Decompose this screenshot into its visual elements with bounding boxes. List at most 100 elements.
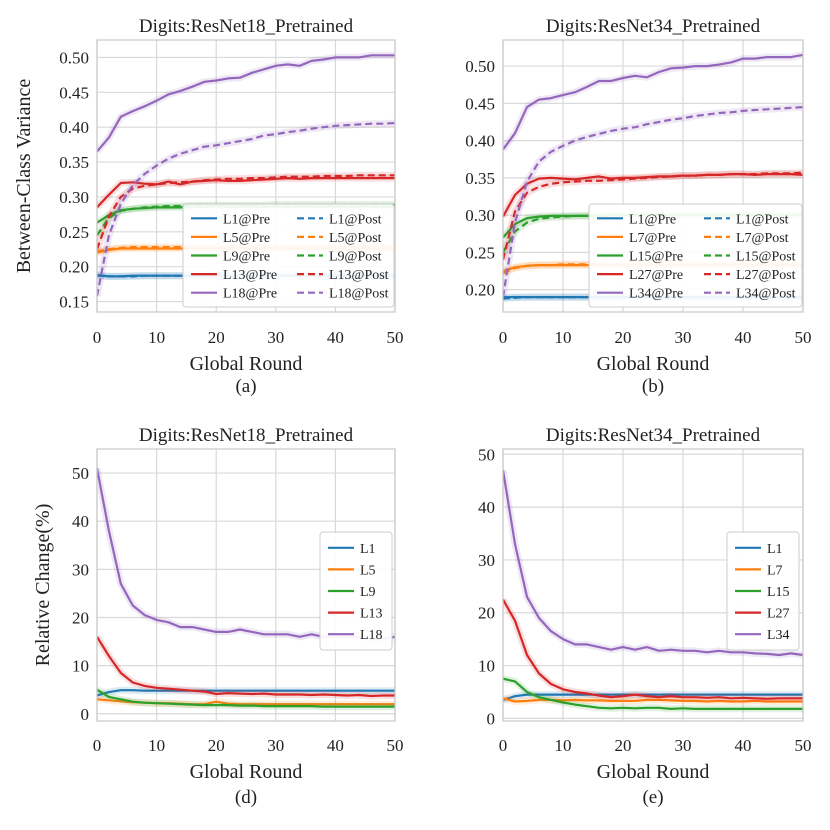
x-tick-label: 0 bbox=[93, 736, 102, 755]
x-tick-label: 50 bbox=[795, 328, 812, 347]
legend-label: L18@Post bbox=[329, 287, 389, 302]
legend: L1 L7 L15 L27 L34 bbox=[726, 531, 800, 651]
series-line-l1 bbox=[503, 693, 803, 701]
series-line-l34-pre bbox=[503, 53, 803, 151]
series-line-l9 bbox=[97, 688, 395, 708]
legend-label: L1@Post bbox=[329, 212, 382, 227]
y-tick-label: 0.45 bbox=[465, 94, 495, 113]
y-tick-label: 0.15 bbox=[59, 293, 89, 312]
x-tick-label: 40 bbox=[735, 328, 752, 347]
series-line-l27-post bbox=[503, 171, 803, 261]
legend-box bbox=[588, 203, 803, 308]
legend-label: L1 bbox=[767, 542, 783, 557]
legend-label: L27@Post bbox=[736, 268, 796, 283]
y-tick-label: 0.35 bbox=[59, 153, 89, 172]
x-tick-label: 0 bbox=[93, 328, 102, 347]
y-tick-label: 0.40 bbox=[465, 132, 495, 151]
legend-label: L1@Pre bbox=[629, 212, 676, 227]
legend-label: L34@Post bbox=[736, 287, 796, 302]
x-tick-label: 40 bbox=[327, 736, 344, 755]
chart-panel-b: 0 10 20 30 40 50 0.20 0.25 0.30 0.35 0.40 0.45 0.50 D… bbox=[465, 16, 811, 397]
plot-frame bbox=[96, 448, 396, 722]
x-axis-label: Global Round bbox=[597, 353, 710, 375]
y-tick-label: 0.35 bbox=[465, 169, 495, 188]
plot-frame bbox=[502, 39, 804, 313]
legend-label: L34 bbox=[767, 628, 790, 643]
y-tick-label: 40 bbox=[72, 512, 89, 531]
x-tick-label: 40 bbox=[327, 328, 344, 347]
legend-label: L27 bbox=[767, 607, 790, 622]
x-tick-label: 30 bbox=[675, 736, 692, 755]
legend-label: L7@Pre bbox=[629, 231, 676, 246]
x-tick-label: 50 bbox=[387, 736, 404, 755]
x-tick-label: 0 bbox=[499, 736, 508, 755]
legend-label: L15@Pre bbox=[629, 250, 683, 265]
y-tick-label: 10 bbox=[478, 657, 495, 676]
x-tick-label: 20 bbox=[615, 328, 632, 347]
series-line-l18-pre bbox=[97, 54, 395, 153]
x-tick-label: 30 bbox=[267, 328, 284, 347]
series-line-l15 bbox=[503, 677, 803, 711]
y-tick-label: 0 bbox=[81, 705, 90, 724]
y-tick-label: 20 bbox=[72, 608, 89, 627]
chart-title: Digits:ResNet18_Pretrained bbox=[139, 425, 354, 446]
y-tick-label: 0 bbox=[487, 709, 496, 728]
legend-label: L1@Pre bbox=[223, 212, 270, 227]
x-axis-label: Global Round bbox=[190, 353, 303, 375]
x-tick-label: 50 bbox=[795, 736, 812, 755]
plot-frame bbox=[502, 448, 804, 722]
series-line-l34 bbox=[503, 469, 803, 657]
panel-caption: (b) bbox=[642, 376, 664, 397]
x-tick-label: 10 bbox=[555, 328, 572, 347]
y-tick-label: 0.25 bbox=[59, 223, 89, 242]
series-line-l27 bbox=[503, 598, 803, 700]
x-tick-label: 10 bbox=[555, 736, 572, 755]
y-tick-label: 0.50 bbox=[465, 57, 495, 76]
series-line-l13-pre bbox=[97, 177, 395, 209]
y-tick-label: 0.30 bbox=[465, 206, 495, 225]
chart-title: Digits:ResNet34_Pretrained bbox=[546, 16, 761, 37]
plot-frame bbox=[96, 39, 396, 313]
panel-caption: (d) bbox=[235, 787, 257, 808]
x-tick-label: 20 bbox=[208, 328, 225, 347]
chart-panel-e: 0 10 20 30 40 50 0 10 20 30 40 50 Digits:ResNet34_Pr… bbox=[478, 425, 812, 808]
y-tick-label: 20 bbox=[478, 604, 495, 623]
legend-label: L7@Post bbox=[736, 231, 789, 246]
x-axis-label: Global Round bbox=[190, 761, 303, 783]
legend-label: L9 bbox=[360, 585, 376, 600]
legend-label: L1@Post bbox=[736, 212, 789, 227]
x-tick-label: 20 bbox=[615, 736, 632, 755]
series-line-l18-post bbox=[97, 121, 395, 297]
series-line-l34-post bbox=[503, 106, 803, 298]
y-tick-label: 0.25 bbox=[465, 243, 495, 262]
series-line-l13 bbox=[97, 636, 395, 698]
x-tick-label: 0 bbox=[499, 328, 508, 347]
y-tick-label: 0.20 bbox=[59, 258, 89, 277]
x-tick-label: 30 bbox=[267, 736, 284, 755]
y-tick-label: 50 bbox=[478, 445, 495, 464]
series-line-l1-post bbox=[503, 296, 803, 300]
legend-label: L5 bbox=[360, 563, 376, 578]
y-axis-label: Relative Change(%) bbox=[32, 504, 54, 667]
y-tick-label: 0.30 bbox=[59, 188, 89, 207]
y-tick-label: 30 bbox=[478, 551, 495, 570]
legend-box bbox=[319, 531, 393, 651]
series-line-l1 bbox=[97, 689, 395, 697]
legend-label: L15 bbox=[767, 585, 790, 600]
x-tick-label: 30 bbox=[675, 328, 692, 347]
panel-caption: (a) bbox=[235, 376, 256, 397]
legend-label: L18@Pre bbox=[223, 287, 277, 302]
series-layer bbox=[503, 469, 803, 713]
legend-label: L7 bbox=[767, 563, 783, 578]
y-axis-label: Between-Class Variance bbox=[13, 79, 35, 274]
chart-title: Digits:ResNet34_Pretrained bbox=[546, 425, 761, 446]
x-tick-label: 20 bbox=[208, 736, 225, 755]
y-tick-label: 30 bbox=[72, 560, 89, 579]
legend-label: L9@Pre bbox=[223, 250, 270, 265]
legend-label: L13@Post bbox=[329, 268, 389, 283]
y-tick-label: 50 bbox=[72, 464, 89, 483]
legend-label: L13 bbox=[360, 607, 383, 622]
legend-label: L5@Pre bbox=[223, 231, 270, 246]
x-axis-label: Global Round bbox=[597, 761, 710, 783]
y-tick-label: 0.45 bbox=[59, 83, 89, 102]
